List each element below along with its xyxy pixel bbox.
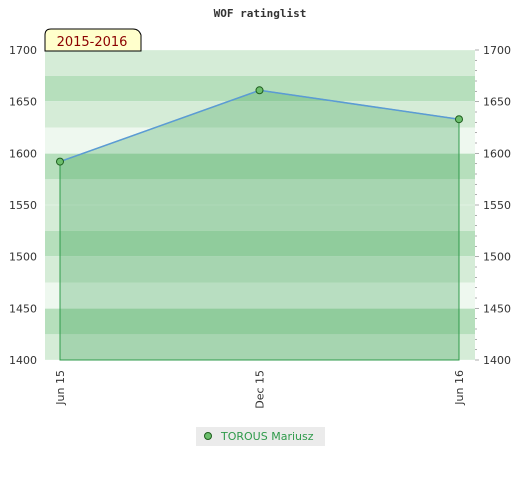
chart-title: WOF ratinglist bbox=[214, 7, 307, 20]
x-tick-label: Dec 15 bbox=[254, 370, 267, 409]
y-tick-label-left: 1600 bbox=[9, 147, 37, 160]
x-tick-label: Jun 16 bbox=[453, 370, 466, 406]
legend-box bbox=[196, 427, 325, 446]
background-band bbox=[45, 50, 475, 76]
y-tick-label-right: 1700 bbox=[483, 44, 511, 57]
y-tick-label-left: 1650 bbox=[9, 96, 37, 109]
plot-background bbox=[45, 50, 475, 360]
y-tick-label-right: 1500 bbox=[483, 251, 511, 264]
x-axis: Jun 15 Dec 15 Jun 16 bbox=[54, 370, 466, 409]
background-band bbox=[45, 101, 475, 128]
background-band bbox=[45, 256, 475, 283]
y-tick-label-right: 1550 bbox=[483, 199, 511, 212]
legend-marker-icon bbox=[204, 432, 212, 440]
legend-label: TOROUS Mariusz bbox=[220, 430, 314, 443]
background-band bbox=[45, 308, 475, 335]
y-tick-label-left: 1550 bbox=[9, 199, 37, 212]
y-axis-left: 1400 1450 1500 1550 1600 1650 1700 bbox=[9, 44, 37, 367]
background-band bbox=[45, 230, 475, 257]
period-badge-label: 2015-2016 bbox=[57, 35, 128, 50]
y-tick-label-left: 1450 bbox=[9, 302, 37, 315]
data-point bbox=[255, 86, 264, 95]
y-tick-label-left: 1400 bbox=[9, 354, 37, 367]
y-tick-label-left: 1500 bbox=[9, 251, 37, 264]
x-tick-label: Jun 15 bbox=[54, 370, 67, 406]
background-band bbox=[45, 334, 475, 360]
background-band bbox=[45, 127, 475, 154]
period-badge: 2015-2016 bbox=[44, 28, 142, 52]
point-markers bbox=[56, 86, 463, 166]
background-band bbox=[45, 282, 475, 309]
y-tick-label-right: 1450 bbox=[483, 302, 511, 315]
legend[interactable]: TOROUS Mariusz bbox=[196, 427, 325, 446]
y-tick-label-right: 1650 bbox=[483, 96, 511, 109]
background-band bbox=[45, 153, 475, 180]
period-badge-shape bbox=[44, 28, 142, 52]
y-tick-label-right: 1400 bbox=[483, 354, 511, 367]
y-tick-label-left: 1700 bbox=[9, 44, 37, 57]
background-band bbox=[45, 205, 475, 231]
data-point bbox=[56, 157, 64, 166]
background-band bbox=[45, 179, 475, 205]
y-tick-label-right: 1600 bbox=[483, 147, 511, 160]
y-axis-right: 1400 1450 1500 1550 1600 1650 1700 bbox=[475, 44, 511, 367]
data-point bbox=[455, 115, 463, 124]
